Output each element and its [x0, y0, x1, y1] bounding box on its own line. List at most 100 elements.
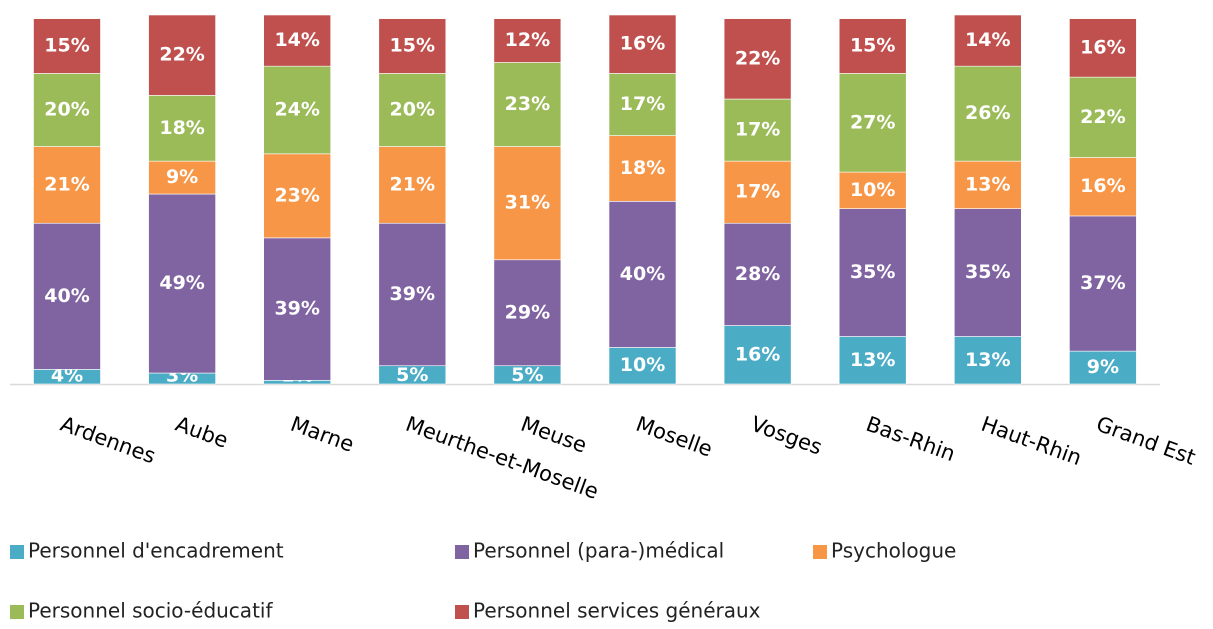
legend-swatch [455, 605, 469, 619]
data-label: 10% [620, 354, 665, 376]
legend-swatch [10, 545, 24, 559]
bar-segment [1069, 76, 1137, 158]
bar-segment [263, 237, 332, 381]
data-label: 13% [965, 173, 1010, 195]
bar-segment [493, 259, 562, 367]
bar-segment [953, 14, 1022, 67]
data-label: 15% [850, 35, 895, 57]
bar-segment [1069, 215, 1137, 352]
bar-segment [33, 18, 101, 74]
data-label: 23% [274, 184, 319, 206]
bar-segment [608, 14, 677, 74]
data-label: 20% [44, 98, 89, 120]
bar-segment [608, 73, 677, 136]
data-label: 18% [159, 117, 204, 139]
data-label: 9% [1087, 356, 1119, 378]
x-tick-label: Bas-Rhin [863, 412, 958, 466]
legend-swatch [455, 545, 469, 559]
bar-segment [723, 325, 792, 385]
data-label: 15% [44, 35, 89, 57]
data-label: 9% [166, 166, 198, 188]
bar-segment [953, 208, 1022, 337]
bar-segment [378, 146, 447, 224]
legend-swatch [10, 605, 24, 619]
data-label: 21% [390, 173, 435, 195]
x-tick-label: Grand Est [1093, 412, 1199, 470]
bar-segment [723, 160, 792, 224]
bar-segment [263, 14, 332, 67]
data-label: 49% [159, 272, 204, 294]
bar-segment [953, 160, 1022, 209]
data-label: 5% [511, 364, 543, 386]
legend-label: Personnel (para-)médical [473, 539, 724, 563]
bar-segment [263, 153, 332, 239]
bar-segment [493, 146, 562, 261]
legend-label: Personnel d'encadrement [28, 539, 284, 563]
data-label: 5% [396, 364, 428, 386]
legend-label: Psychologue [831, 539, 956, 563]
data-label: 21% [44, 173, 89, 195]
data-label: 12% [505, 29, 550, 51]
x-tick-label: Haut-Rhin [978, 412, 1085, 470]
bar-segment [953, 65, 1022, 162]
bar-segment [723, 222, 792, 326]
data-label: 13% [850, 349, 895, 371]
x-tick-label: Vosges [748, 412, 825, 460]
data-label: 16% [1080, 175, 1125, 197]
x-tick-label: Meurthe-et-Moselle [403, 412, 602, 504]
bar-segment [1069, 157, 1137, 217]
bar-segment [263, 65, 332, 155]
bar-segment [838, 208, 907, 337]
data-label: 39% [274, 298, 319, 320]
legend-swatch [813, 545, 827, 559]
bar-segment [148, 160, 216, 195]
bar-segment [378, 18, 447, 74]
data-label: 22% [735, 47, 780, 69]
data-label: 31% [505, 192, 550, 214]
bar-segment [378, 222, 447, 367]
data-label: 16% [620, 33, 665, 55]
data-label: 35% [965, 261, 1010, 283]
bar-segment [723, 18, 792, 100]
data-label: 23% [505, 93, 550, 115]
x-tick-label: Aube [172, 412, 231, 453]
bar-segment [148, 14, 216, 96]
legend-label: Personnel services généraux [473, 599, 761, 623]
bar-segment [838, 18, 907, 74]
data-label: 18% [620, 157, 665, 179]
data-label: 15% [390, 35, 435, 57]
data-label: 14% [274, 29, 319, 51]
data-label: 26% [965, 102, 1010, 124]
bar-segment [493, 62, 562, 147]
bar-segment [608, 201, 677, 348]
data-label: 17% [620, 93, 665, 115]
bar-segment [33, 222, 101, 370]
x-tick-label: Meuse [518, 412, 590, 458]
data-label: 10% [850, 179, 895, 201]
data-label: 4% [51, 365, 83, 387]
bar-segment [148, 193, 216, 374]
bar-segment [953, 336, 1022, 385]
bar-segment [378, 73, 447, 147]
data-label: 20% [390, 98, 435, 120]
bar-segment [1069, 18, 1137, 78]
bar-segment [608, 135, 677, 202]
data-label: 16% [735, 343, 780, 365]
data-label: 22% [1080, 106, 1125, 128]
data-label: 13% [965, 349, 1010, 371]
bar-segment [493, 18, 562, 63]
data-label: 16% [1080, 36, 1125, 58]
bar-segment [1069, 350, 1137, 385]
data-label: 24% [274, 98, 319, 120]
data-label: 17% [735, 181, 780, 203]
data-label: 17% [735, 119, 780, 141]
x-tick-label: Marne [287, 412, 357, 457]
bar-segment [838, 336, 907, 385]
x-tick-label: Moselle [633, 412, 716, 462]
data-label: 27% [850, 111, 895, 133]
data-label: 14% [965, 29, 1010, 51]
bar-segment [838, 73, 907, 173]
legend-label: Personnel socio-éducatif [28, 599, 273, 623]
data-label: 28% [735, 263, 780, 285]
